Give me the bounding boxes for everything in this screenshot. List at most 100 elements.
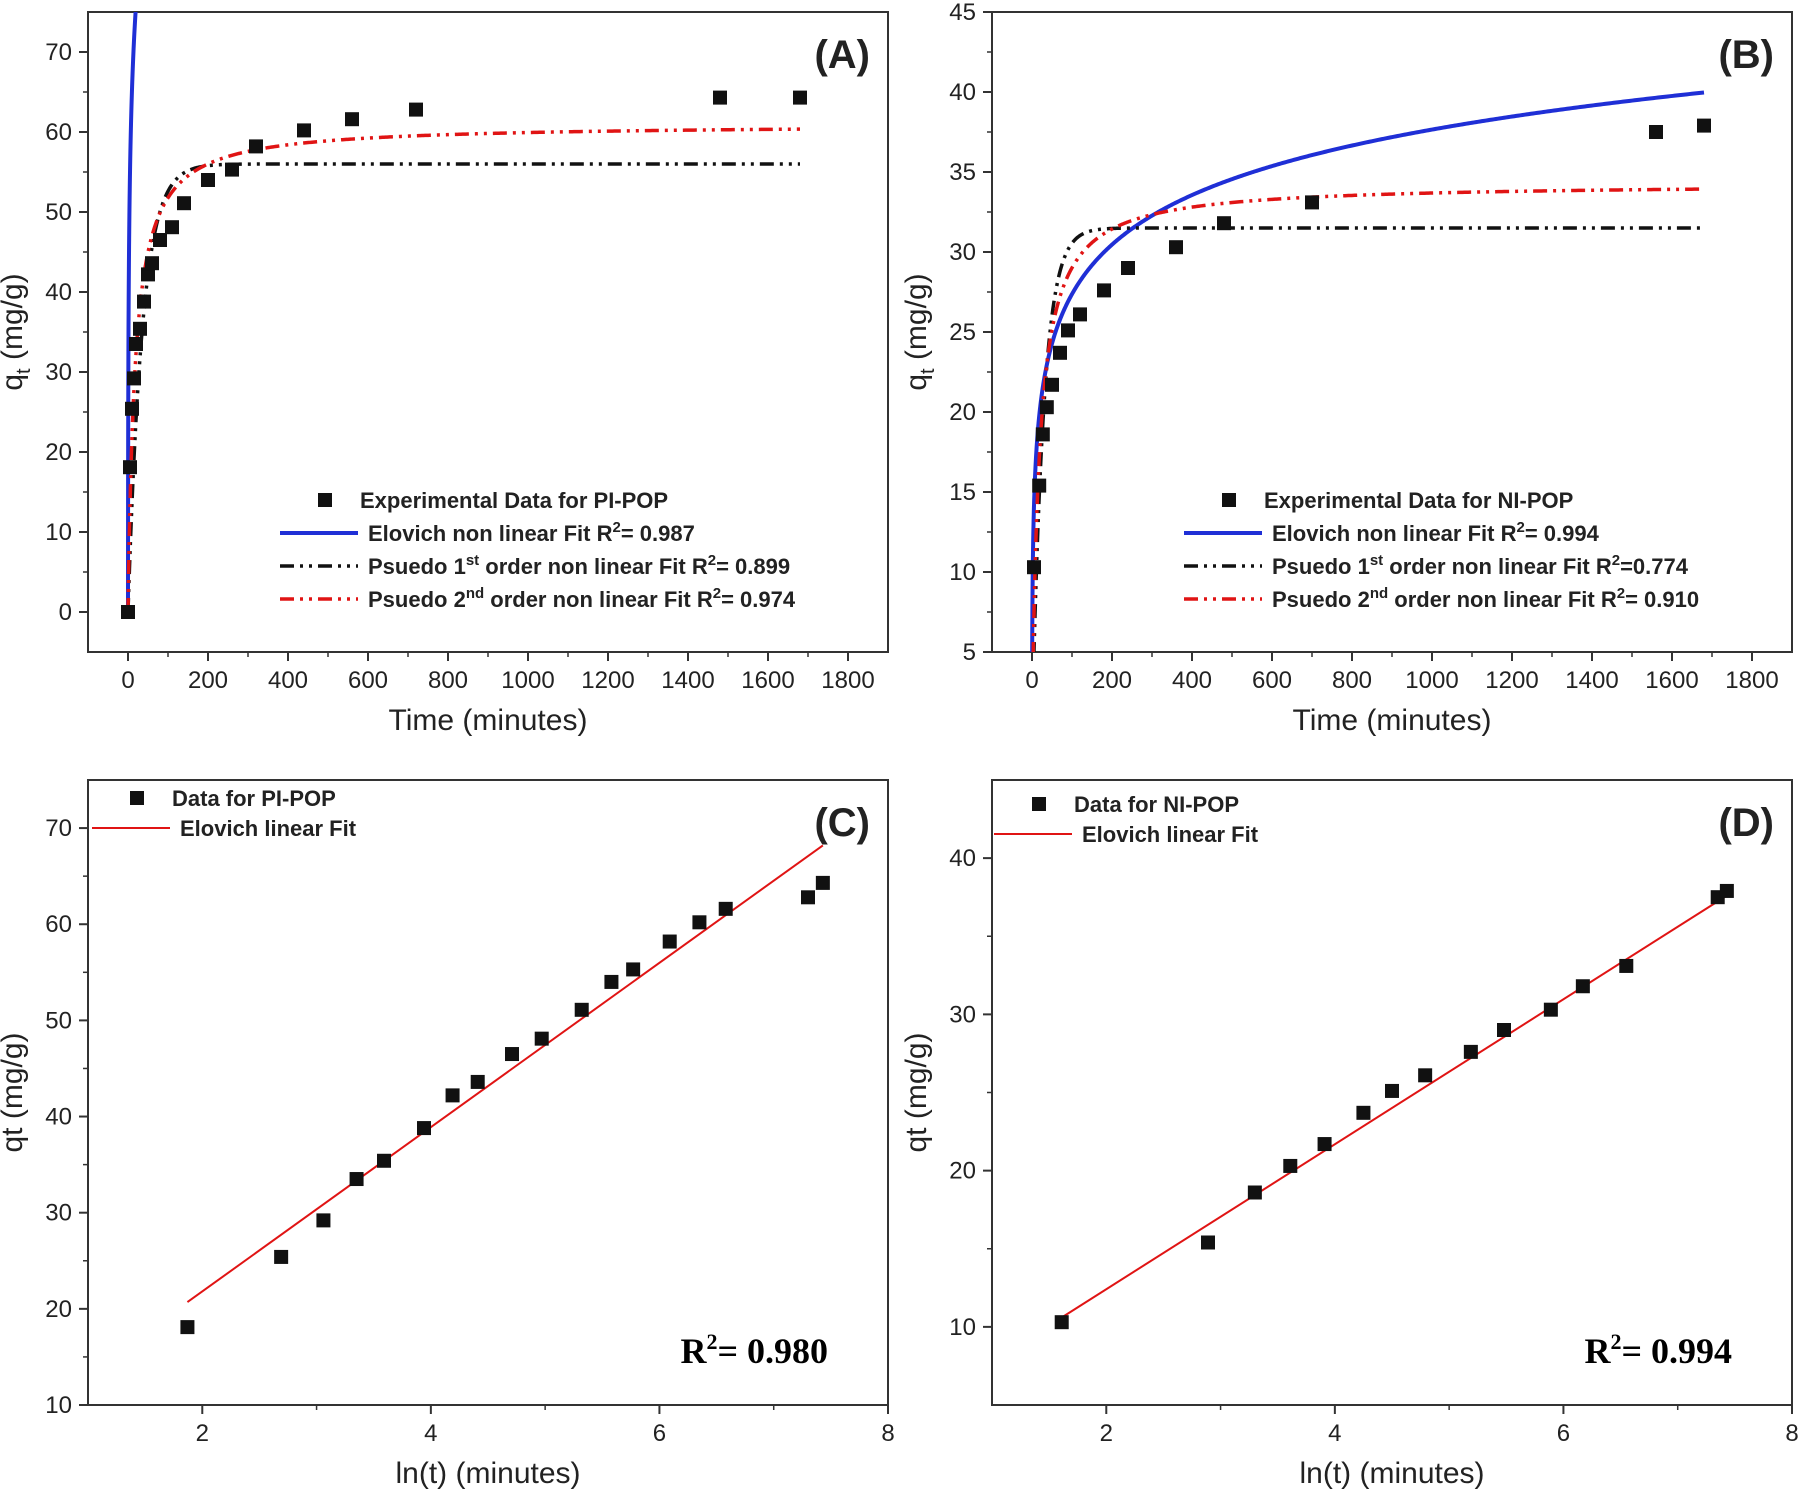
legend-entry: Elovich linear Fit <box>1082 822 1259 847</box>
plot-area <box>1061 894 1728 1319</box>
panel-label: (B) <box>1718 33 1774 77</box>
data-point <box>718 901 733 916</box>
x-tick-label: 1800 <box>821 667 874 694</box>
data-point <box>1201 1235 1215 1250</box>
x-tick-label: 600 <box>348 667 388 694</box>
data-point <box>1697 118 1711 133</box>
y-tick-label: 50 <box>45 1007 72 1034</box>
plot-area <box>1030 90 1705 652</box>
y-tick-label: 25 <box>949 319 976 346</box>
data-point <box>225 162 239 177</box>
x-tick-label: 1600 <box>741 667 794 694</box>
data-point <box>1027 560 1041 575</box>
data-point <box>1649 125 1663 139</box>
x-tick-label: 800 <box>428 667 468 694</box>
legend-entry: Psuedo 2nd order non linear Fit R2= 0.97… <box>368 585 796 612</box>
data-point <box>801 890 815 905</box>
data-point <box>1217 216 1231 231</box>
legend-entry: Elovich linear Fit <box>180 816 357 841</box>
data-point <box>409 102 423 117</box>
y-tick-label: 20 <box>949 1158 976 1185</box>
data-point <box>1035 427 1050 442</box>
y-tick-label: 10 <box>949 1314 976 1341</box>
data-point <box>1497 1023 1511 1037</box>
x-axis-label: ln(t) (minutes) <box>395 1457 580 1490</box>
data-point <box>177 196 191 211</box>
pseudo-first-order-curve <box>1032 226 1704 652</box>
data-point <box>1575 979 1590 994</box>
y-axis-label: qt (mg/g) <box>0 1032 29 1152</box>
y-tick-label: 70 <box>45 39 72 66</box>
data-point <box>133 321 147 336</box>
x-tick-label: 4 <box>424 1420 437 1447</box>
r2-annotation: R2= 0.994 <box>1584 1329 1732 1371</box>
y-tick-label: 40 <box>45 279 72 306</box>
x-tick-label: 800 <box>1332 667 1372 694</box>
data-point <box>445 1088 460 1103</box>
data-point <box>604 974 619 989</box>
y-tick-label: 20 <box>949 399 976 426</box>
data-point <box>1053 345 1067 360</box>
data-point <box>1247 1185 1262 1200</box>
y-tick-label: 50 <box>45 199 72 226</box>
data-point <box>692 915 707 930</box>
y-axis-label: qt (mg/g) <box>900 273 939 390</box>
x-axis-label: Time (minutes) <box>1293 704 1492 737</box>
legend-entry: Experimental Data for NI-POP <box>1264 488 1573 513</box>
x-tick-label: 400 <box>268 667 308 694</box>
x-tick-label: 200 <box>188 667 228 694</box>
legend-marker-scatter <box>1032 797 1046 811</box>
panel-label: (D) <box>1718 801 1774 845</box>
legend-entry: Elovich non linear Fit R2= 0.987 <box>368 519 695 546</box>
legend-marker-scatter <box>130 791 144 805</box>
y-tick-label: 35 <box>949 159 976 186</box>
x-tick-label: 1400 <box>1565 667 1618 694</box>
data-point <box>574 1002 589 1017</box>
panel-a: 0 200 400 600 800 1000 1200 1400 1600 1800 0 10 20 30… <box>0 11 889 737</box>
data-point <box>505 1047 519 1062</box>
panel-label: (C) <box>814 801 870 845</box>
data-point <box>249 139 263 154</box>
data-point <box>626 962 641 977</box>
y-tick-label: 10 <box>45 1392 72 1419</box>
data-point <box>1061 323 1075 338</box>
data-point <box>470 1074 485 1089</box>
data-point <box>1169 240 1183 255</box>
y-tick-label: 20 <box>45 1296 72 1323</box>
data-point <box>662 934 677 949</box>
x-tick-label: 0 <box>121 667 134 694</box>
x-tick-label: 8 <box>881 1420 894 1447</box>
legend-entry: Experimental Data for PI-POP <box>360 488 668 513</box>
legend-marker-scatter <box>1222 493 1236 507</box>
x-tick-label: 200 <box>1092 667 1132 694</box>
x-tick-label: 6 <box>653 1420 666 1447</box>
data-point <box>297 123 311 138</box>
x-tick-label: 6 <box>1557 1420 1570 1447</box>
legend-entry: Psuedo 1st order non linear Fit R2= 0.89… <box>368 552 790 579</box>
x-tick-label: 4 <box>1328 1420 1341 1447</box>
data-point <box>201 173 215 187</box>
x-axis-label: Time (minutes) <box>389 704 588 737</box>
x-tick-label: 1600 <box>1645 667 1698 694</box>
panel-d: 2 4 6 8 10 20 30 40 ln(t) (minutes) qt (mg/g) (D) D… <box>900 779 1799 1490</box>
y-tick-label: 30 <box>45 359 72 386</box>
legend-entry: Psuedo 1st order non linear Fit R2=0.774 <box>1272 552 1689 579</box>
data-point <box>121 605 135 619</box>
y-tick-label: 10 <box>949 559 976 586</box>
data-point <box>1356 1105 1371 1120</box>
legend-marker-scatter <box>318 493 332 507</box>
data-point <box>1039 400 1054 415</box>
legend-entry: Elovich non linear Fit R2= 0.994 <box>1272 519 1600 546</box>
data-point <box>349 1172 364 1187</box>
x-axis-label: ln(t) (minutes) <box>1299 1457 1484 1490</box>
y-tick-label: 40 <box>949 845 976 872</box>
data-point <box>1317 1137 1332 1152</box>
data-point <box>180 1320 195 1335</box>
data-point <box>145 256 159 271</box>
y-tick-label: 40 <box>45 1104 72 1131</box>
y-tick-label: 45 <box>949 0 976 26</box>
data-point <box>1283 1158 1298 1173</box>
data-point <box>1054 1315 1069 1330</box>
x-tick-label: 1000 <box>1405 667 1458 694</box>
